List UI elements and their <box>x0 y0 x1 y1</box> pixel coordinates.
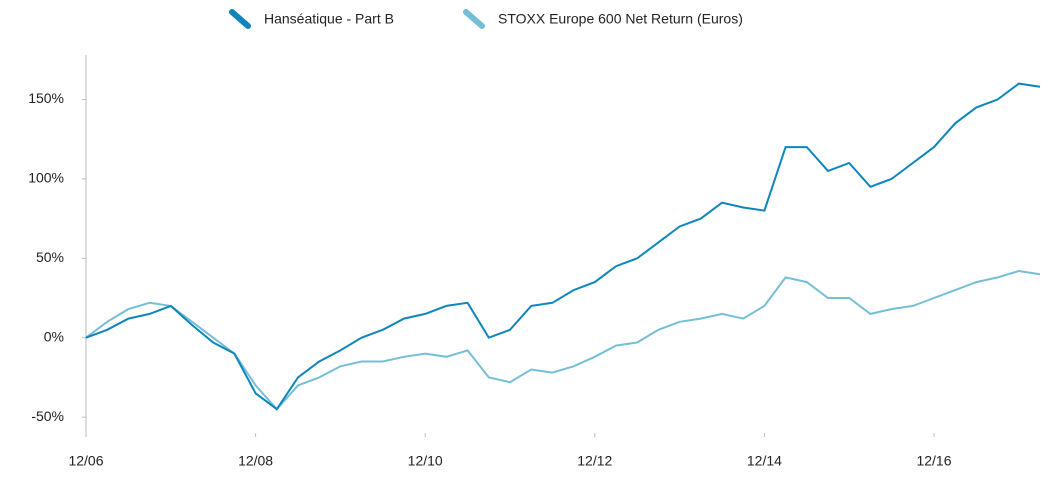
x-tick-label: 12/06 <box>68 453 103 469</box>
x-tick-label: 12/16 <box>916 453 951 469</box>
legend-label: Hanséatique - Part B <box>264 11 394 27</box>
y-tick-label: 50% <box>36 249 64 265</box>
x-tick-label: 12/10 <box>408 453 443 469</box>
x-tick-label: 12/12 <box>577 453 612 469</box>
x-tick-label: 12/14 <box>747 453 782 469</box>
legend-swatch <box>463 9 485 29</box>
y-tick-label: 0% <box>44 328 64 344</box>
legend-label: STOXX Europe 600 Net Return (Euros) <box>498 11 743 27</box>
legend-swatch <box>229 9 251 29</box>
x-tick-label: 12/08 <box>238 453 273 469</box>
series-line <box>85 82 1041 411</box>
y-tick-label: 100% <box>28 170 64 186</box>
series-line <box>85 269 1041 411</box>
y-tick-label: 150% <box>28 90 64 106</box>
y-tick-label: -50% <box>31 408 64 424</box>
